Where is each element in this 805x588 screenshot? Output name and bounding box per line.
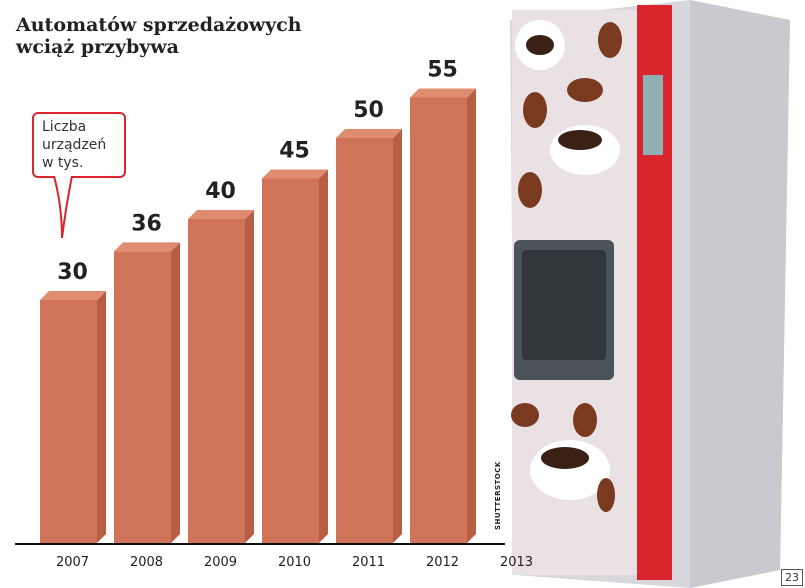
page-number: 23	[781, 569, 803, 586]
value-label: 30	[57, 260, 88, 285]
bar-top	[410, 88, 476, 98]
title-line: wciąż przybywa	[16, 36, 179, 58]
bar-side	[245, 210, 254, 543]
bar	[40, 300, 97, 543]
callout-line: w tys.	[42, 155, 84, 171]
bar	[188, 219, 245, 543]
vending-machine-illustration	[510, 0, 790, 588]
unit-callout: Liczba urządzeń w tys.	[32, 112, 126, 178]
x-tick-label: 2012	[426, 555, 459, 570]
value-label: 50	[353, 98, 384, 123]
x-tick-label: 2011	[352, 555, 385, 570]
x-tick-label: 2009	[204, 555, 237, 570]
bar-side	[97, 291, 106, 543]
chart-title: Automatów sprzedażowych wciąż przybywa	[16, 14, 302, 58]
value-label: 55	[427, 58, 458, 83]
bar-side	[171, 242, 180, 543]
value-label: 36	[131, 211, 162, 236]
x-tick-label: 2010	[278, 555, 311, 570]
photo-credit: SHUTTERSTOCK	[494, 461, 502, 530]
callout-line: urządzeń	[42, 137, 107, 153]
bar	[410, 97, 467, 543]
value-label: 45	[279, 139, 310, 164]
bar-side	[319, 169, 328, 543]
x-tick-label: 2013	[500, 555, 533, 570]
bar-top	[40, 291, 106, 300]
x-tick-label: 2008	[130, 555, 163, 570]
value-label: 40	[205, 179, 236, 204]
callout-line: Liczba	[42, 119, 87, 135]
bar	[114, 251, 171, 543]
bar-top	[188, 210, 254, 219]
bar-top	[262, 169, 328, 179]
x-tick-label: 2007	[56, 555, 89, 570]
bar	[262, 178, 319, 543]
bar	[336, 138, 393, 543]
title-line: Automatów sprzedażowych	[16, 14, 302, 36]
bar-top	[114, 242, 180, 252]
bar-side	[467, 88, 476, 543]
bar-top	[336, 129, 402, 138]
bar-side	[393, 129, 402, 543]
callout-pointer	[53, 176, 73, 239]
